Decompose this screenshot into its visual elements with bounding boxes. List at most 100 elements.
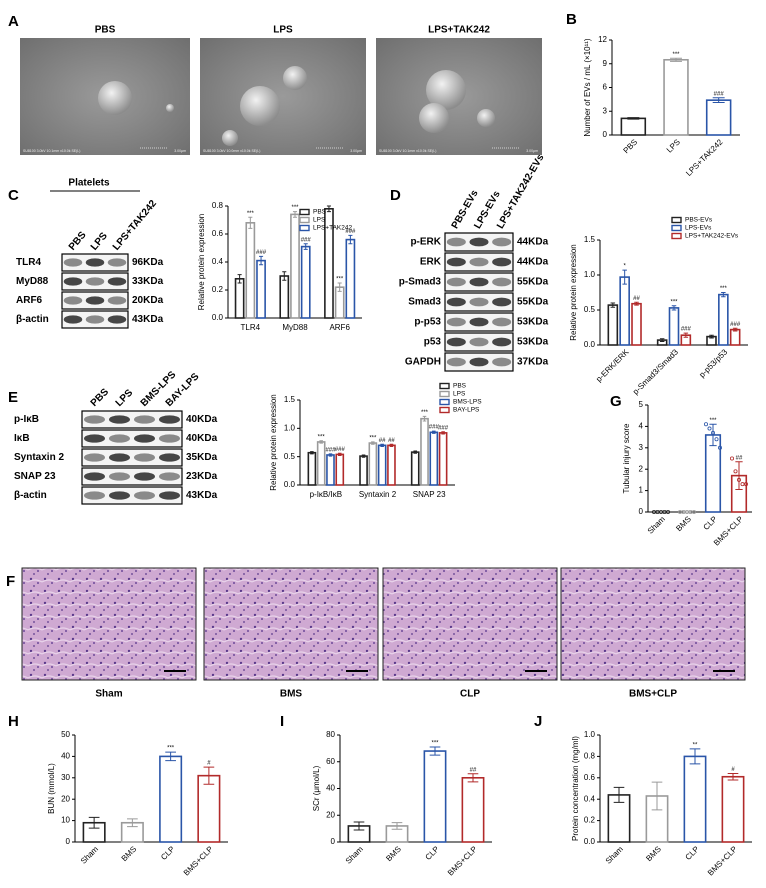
blot-row-size: 37KDa <box>517 357 549 368</box>
bar <box>256 259 266 319</box>
y-tick-label: 0.6 <box>584 773 596 782</box>
x-tick-label: BMS <box>384 845 403 864</box>
significance: *** <box>318 434 326 440</box>
band <box>469 317 489 327</box>
x-tick-label: LPS <box>665 138 682 155</box>
bar <box>683 755 707 843</box>
cell <box>222 130 238 146</box>
bar <box>721 775 745 843</box>
band <box>85 277 105 286</box>
band <box>492 297 512 307</box>
legend-label: PBS <box>313 209 327 216</box>
image-caption: BMS <box>280 689 303 700</box>
bar <box>668 307 680 346</box>
panel-label: E <box>8 389 18 406</box>
x-tick-label: CLP <box>684 845 701 862</box>
y-axis-label: SCr (μmol/L) <box>312 765 321 811</box>
bar <box>159 755 183 843</box>
y-tick-label: 0.2 <box>584 816 596 825</box>
significance: ### <box>335 447 346 453</box>
error-bar <box>248 216 253 229</box>
y-tick-label: 9 <box>603 59 608 68</box>
bar <box>705 99 732 136</box>
y-tick-label: 6 <box>603 83 608 92</box>
error-bar <box>432 430 436 434</box>
band <box>63 258 83 267</box>
x-tick-label: Sham <box>79 844 100 865</box>
band <box>446 317 466 327</box>
bar <box>704 434 722 513</box>
histology-image <box>21 567 197 681</box>
legend-swatch <box>439 406 450 414</box>
x-tick-label: p-ERK/ERK <box>594 347 631 384</box>
blot-row-size: 43KDa <box>132 314 164 325</box>
y-tick-label: 0 <box>639 507 644 516</box>
error-bar <box>610 302 616 308</box>
blot-row-label: p-Smad3 <box>399 277 442 288</box>
error-bar <box>303 243 308 250</box>
band <box>159 491 180 500</box>
bar <box>631 302 642 346</box>
error-bar <box>282 271 287 281</box>
significance: *** <box>709 418 717 424</box>
panel-label: D <box>390 187 401 204</box>
blot-row-label: β-actin <box>14 490 47 501</box>
x-tick-label: Sham <box>604 844 625 865</box>
significance: # <box>207 761 211 767</box>
significance: ### <box>301 237 312 243</box>
blot-row-label: p-ERK <box>410 237 441 248</box>
band <box>134 434 155 443</box>
error-bar <box>429 746 441 756</box>
image-caption: PBS <box>95 25 116 36</box>
error-bar <box>659 338 665 342</box>
error-bar <box>319 440 323 444</box>
x-tick-label: BMS+CLP <box>446 845 479 878</box>
lane-label: PBS <box>89 386 112 409</box>
band <box>63 296 83 305</box>
data-point <box>744 482 749 487</box>
lane-label: LPS+TAK242-EVs <box>495 152 547 231</box>
significance: ### <box>256 250 267 256</box>
band <box>134 415 155 424</box>
significance: *** <box>247 211 255 217</box>
bar <box>326 454 335 486</box>
bar <box>718 293 729 346</box>
error-bar <box>651 781 663 811</box>
y-tick-label: 0.5 <box>584 305 596 314</box>
significance: ## <box>379 438 386 444</box>
legend-label: BMS-LPS <box>453 399 482 406</box>
cell <box>419 103 449 133</box>
x-tick-label: BMS <box>674 515 693 534</box>
band <box>446 337 466 347</box>
y-tick-label: 4 <box>639 422 644 431</box>
bar <box>729 328 741 346</box>
y-tick-label: 80 <box>326 730 335 739</box>
blot-row-size: 33KDa <box>132 276 164 287</box>
y-tick-label: 1.5 <box>584 235 596 244</box>
error-bar <box>721 292 726 298</box>
significance: ### <box>438 425 449 431</box>
error-bar <box>622 269 627 285</box>
error-bar <box>670 57 682 62</box>
blot-row-label: ARF6 <box>16 295 43 306</box>
error-bar <box>389 443 394 447</box>
scale-label: 3.00μm <box>526 149 538 153</box>
histology-image <box>560 567 746 681</box>
significance: *** <box>431 741 439 747</box>
significance: *** <box>421 410 429 416</box>
blot-row-size: 40KDa <box>186 433 218 444</box>
data-point <box>714 437 719 442</box>
data-point <box>704 422 709 427</box>
cell <box>283 66 307 90</box>
bar <box>620 117 647 136</box>
data-point <box>733 469 738 474</box>
y-tick-label: 1 <box>639 486 644 495</box>
band <box>107 315 127 324</box>
image-caption: LPS+TAK242 <box>428 25 490 36</box>
error-bar <box>328 453 333 457</box>
blot-row-size: 43KDa <box>186 490 218 501</box>
x-tick-label: Sham <box>344 844 365 865</box>
blot-row-size: 35KDa <box>186 452 218 463</box>
y-tick-label: 0 <box>603 130 608 139</box>
blot-row-size: 40KDa <box>186 414 218 425</box>
